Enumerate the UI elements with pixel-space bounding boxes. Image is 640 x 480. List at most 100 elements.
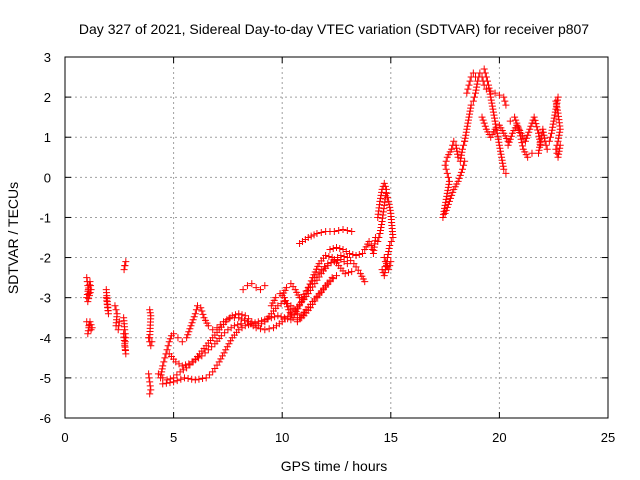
- data-point: [552, 97, 560, 105]
- x-axis-label: GPS time / hours: [281, 458, 388, 474]
- data-point: [154, 370, 162, 378]
- data-point: [439, 213, 447, 221]
- data-point: [159, 362, 167, 370]
- data-point: [490, 111, 498, 119]
- data-point: [177, 375, 185, 383]
- data-point: [465, 113, 473, 121]
- data-point: [472, 86, 480, 94]
- data-point: [461, 137, 469, 145]
- data-point: [217, 332, 225, 340]
- data-point: [147, 342, 155, 350]
- data-point: [239, 286, 247, 294]
- data-point: [335, 226, 343, 234]
- data-point: [87, 282, 95, 290]
- data-point: [487, 96, 495, 104]
- data-point: [348, 268, 356, 276]
- data-point: [158, 365, 166, 373]
- data-point: [174, 334, 182, 342]
- data-point: [495, 138, 503, 146]
- data-point: [367, 242, 375, 250]
- data-point: [85, 281, 93, 289]
- data-point: [86, 278, 94, 286]
- data-point: [550, 114, 558, 122]
- data-point: [511, 113, 519, 121]
- data-point: [284, 315, 292, 323]
- data-point: [523, 134, 531, 142]
- data-point: [501, 97, 509, 105]
- data-point: [191, 376, 199, 384]
- data-point: [445, 197, 453, 205]
- data-point: [264, 315, 272, 323]
- data-point: [161, 354, 169, 362]
- data-point: [466, 77, 474, 85]
- data-point: [549, 123, 557, 131]
- data-point: [274, 312, 282, 320]
- data-point: [458, 165, 466, 173]
- data-point: [328, 274, 336, 282]
- data-point: [145, 334, 153, 342]
- y-tick-label: -1: [39, 210, 51, 225]
- data-point: [460, 141, 468, 149]
- data-point: [456, 171, 464, 179]
- data-point: [461, 157, 469, 165]
- data-point: [111, 302, 119, 310]
- data-point: [238, 311, 246, 319]
- data-point: [243, 282, 251, 290]
- data-point: [183, 364, 191, 372]
- data-point: [280, 314, 288, 322]
- data-point: [223, 343, 231, 351]
- data-point: [499, 159, 507, 167]
- data-point: [166, 335, 174, 343]
- data-point: [234, 321, 242, 329]
- data-point: [204, 322, 212, 330]
- data-point: [178, 338, 186, 346]
- data-point: [539, 128, 547, 136]
- data-point: [554, 137, 562, 145]
- data-point: [377, 223, 385, 231]
- data-point: [376, 197, 384, 205]
- data-point: [502, 169, 510, 177]
- data-point: [506, 135, 514, 143]
- data-point: [483, 77, 491, 85]
- data-point: [146, 390, 154, 398]
- data-point: [359, 250, 367, 258]
- data-point: [120, 266, 128, 274]
- data-point: [120, 330, 128, 338]
- data-point: [225, 340, 233, 348]
- data-point: [112, 306, 120, 314]
- data-point: [230, 322, 238, 330]
- data-point: [545, 137, 553, 145]
- data-point: [191, 310, 199, 318]
- data-point: [481, 122, 489, 130]
- data-point: [289, 314, 297, 322]
- data-point: [550, 117, 558, 125]
- data-point: [448, 145, 456, 153]
- x-tick-label: 20: [492, 430, 506, 445]
- data-point: [122, 258, 130, 266]
- data-point: [473, 83, 481, 91]
- data-point: [516, 132, 524, 140]
- data-point: [184, 331, 192, 339]
- data-point: [554, 106, 562, 114]
- data-point: [201, 349, 209, 357]
- data-point: [317, 228, 325, 236]
- y-tick-label: -5: [39, 371, 51, 386]
- plot-frame: [64, 56, 609, 419]
- data-point: [488, 102, 496, 110]
- data-point: [159, 380, 167, 388]
- data-point: [374, 238, 382, 246]
- data-point: [381, 182, 389, 190]
- data-point: [457, 151, 465, 159]
- data-point: [530, 113, 538, 121]
- data-point: [496, 144, 504, 152]
- data-point: [271, 313, 279, 321]
- data-point: [248, 280, 256, 288]
- data-point: [549, 120, 557, 128]
- data-point: [555, 134, 563, 142]
- data-point: [208, 343, 216, 351]
- data-point: [164, 342, 172, 350]
- data-point: [498, 153, 506, 161]
- data-point: [284, 303, 292, 311]
- data-point: [267, 314, 275, 322]
